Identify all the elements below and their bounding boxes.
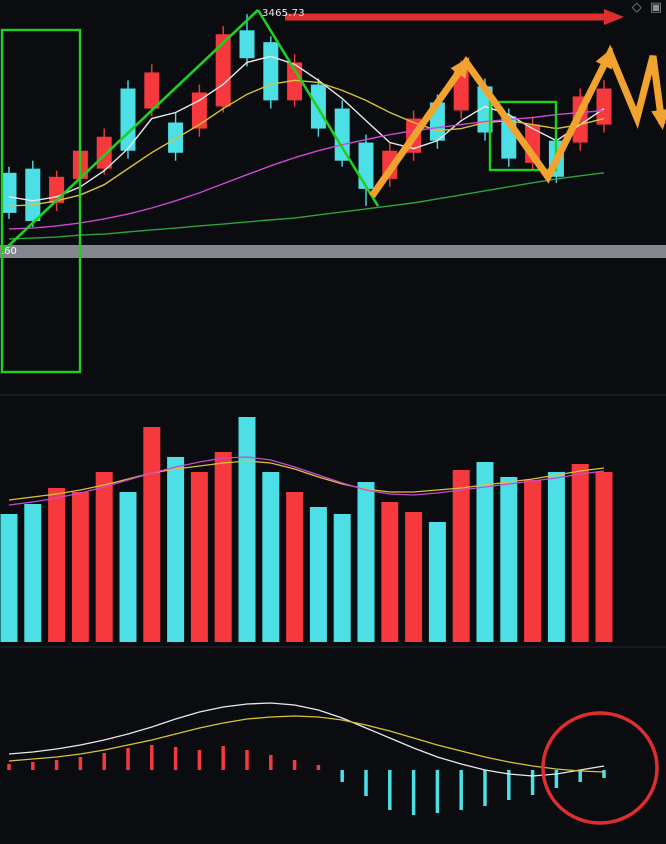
volume-ma-VOLMA-yellow [8,460,605,501]
pane-divider [0,394,666,396]
volume-ma-VOLMA-magenta [8,456,605,506]
diamond-marker-icon[interactable]: ◇ [631,0,642,15]
macd-line-DIF [8,702,605,777]
drawn-annotations [0,9,666,825]
peak-price-label: 3465.73 [262,8,305,19]
price-band-label: .60 [1,246,17,257]
volume-series [0,417,613,642]
price-alert-band [0,245,666,258]
panel-toggle-icon[interactable]: ▣ [649,0,662,15]
floating-toolbar: ◇ ▣ [632,1,662,15]
pane-divider [0,646,666,648]
macd-line-DEA [8,715,605,773]
price-ma-MA-green [8,172,605,240]
macd-histogram [7,745,606,815]
